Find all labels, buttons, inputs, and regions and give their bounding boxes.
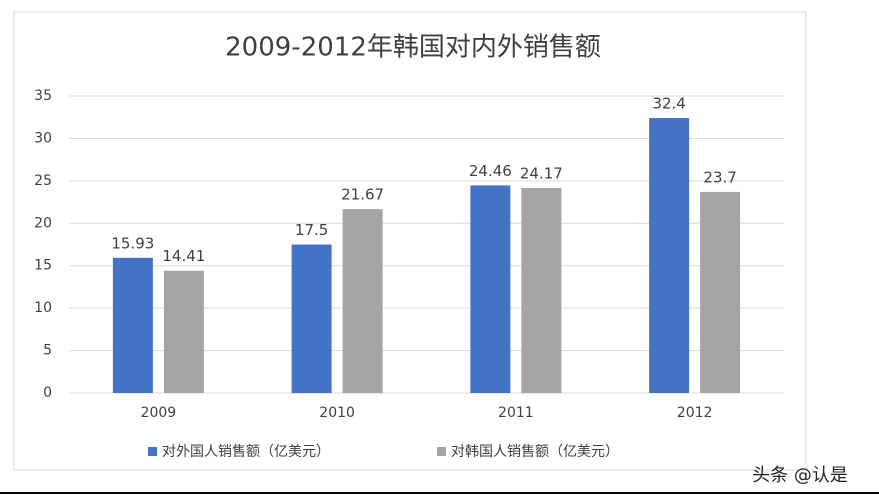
x-tick-label: 2010: [319, 405, 355, 421]
y-tick-label: 30: [34, 130, 52, 146]
watermark: 头条 @认是: [752, 465, 848, 486]
y-tick-label: 0: [43, 385, 52, 401]
value-label: 21.67: [341, 186, 384, 204]
chart-title: 2009-2012年韩国对内外销售额: [225, 33, 601, 63]
value-label: 14.41: [162, 247, 205, 265]
legend-swatch: [148, 447, 157, 456]
y-tick-label: 20: [34, 215, 52, 231]
y-tick-label: 35: [34, 88, 52, 104]
y-tick-label: 15: [34, 258, 52, 274]
bar: [470, 185, 511, 393]
bar: [163, 270, 204, 393]
value-label: 17.5: [295, 221, 328, 239]
y-tick-label: 10: [34, 300, 52, 316]
value-label: 23.7: [703, 168, 736, 186]
legend-label: 对外国人销售额（亿美元）: [162, 444, 330, 460]
x-tick-label: 2011: [498, 405, 534, 421]
bar: [112, 257, 153, 393]
value-label: 15.93: [111, 234, 154, 252]
legend-swatch: [437, 447, 446, 456]
bar: [649, 118, 690, 393]
value-label: 24.17: [520, 164, 563, 182]
y-tick-label: 5: [43, 343, 52, 359]
bar: [700, 191, 741, 393]
x-tick-label: 2009: [141, 405, 177, 421]
bar: [521, 187, 562, 393]
bar: [342, 209, 383, 393]
legend-label: 对韩国人销售额（亿美元）: [451, 444, 619, 460]
bar: [291, 244, 332, 393]
value-label: 24.46: [469, 162, 512, 180]
y-tick-label: 25: [34, 173, 52, 189]
x-tick-label: 2012: [677, 405, 713, 421]
value-label: 32.4: [652, 95, 685, 113]
